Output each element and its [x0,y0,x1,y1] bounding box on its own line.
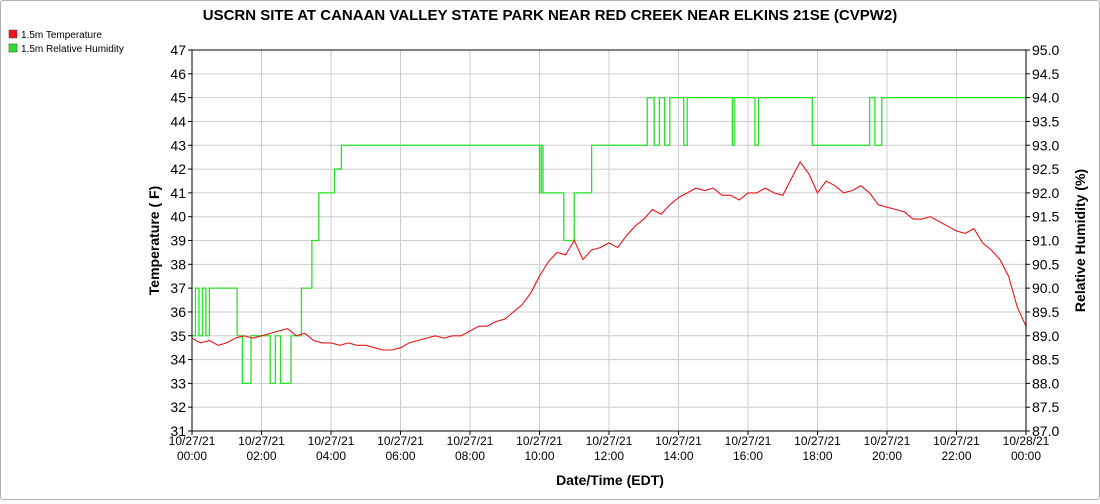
y-right-tick-label: 91.5 [1032,209,1059,225]
x-tick-label: 10/27/21 12:00 [586,434,633,463]
y-left-tick-label: 38 [170,256,186,272]
y-right-tick-label: 92.0 [1032,185,1059,201]
x-tick-labels: 10/27/21 00:00 10/27/21 02:00 10/27/21 04:00 1… [169,434,1050,463]
x-tick-label: 10/27/21 00:00 [169,434,216,463]
y-left-tick-labels: 31 32 33 34 35 36 37 38 39 40 41 42 43 44 45 46 47 [170,42,186,439]
y-left-tick-label: 44 [170,113,186,129]
y-left-tick-label: 31 [170,423,186,439]
y-left-tick-label: 33 [170,375,186,391]
y-left-tick-label: 41 [170,185,186,201]
plot-area-border [191,49,1027,432]
y-right-tick-label: 90.5 [1032,256,1059,272]
y-right-tick-label: 95.0 [1032,42,1059,58]
y-left-tick-label: 40 [170,209,186,225]
x-tick-label: 10/27/21 06:00 [377,434,424,463]
y-left-tick-label: 46 [170,66,186,82]
x-axis-label: Date/Time (EDT) [556,472,664,488]
y-right-tick-label: 91.0 [1032,233,1059,249]
y-right-tick-label: 87.0 [1032,423,1059,439]
y-axis-left-label: Temperature ( F) [146,186,162,295]
y-left-tick-label: 39 [170,233,186,249]
y-left-tick-label: 35 [170,328,186,344]
y-right-tick-label: 87.5 [1032,399,1059,415]
x-tick-label: 10/27/21 16:00 [725,434,772,463]
y-right-tick-label: 93.5 [1032,113,1059,129]
y-right-tick-label: 88.5 [1032,352,1059,368]
x-tick-label: 10/27/21 20:00 [864,434,911,463]
series-line-relative-humidity [192,96,1026,385]
y-left-tick-label: 42 [170,161,186,177]
x-tick-label: 10/27/21 02:00 [238,434,285,463]
legend-swatch-temperature [8,29,18,39]
y-left-tick-label: 43 [170,137,186,153]
series-line-temperature [191,160,1027,351]
x-tick-label: 10/27/21 18:00 [794,434,841,463]
y-left-tick-label: 36 [170,304,186,320]
x-tick-label: 10/27/21 10:00 [516,434,563,463]
y-right-tick-label: 93.0 [1032,137,1059,153]
series-group [191,96,1027,385]
y-right-tick-labels: 87.0 87.5 88.0 88.5 89.0 89.5 90.0 90.5 91.0 91.5… [1032,42,1059,439]
y-left-tick-label: 32 [170,399,186,415]
y-left-tick-label: 47 [170,42,186,58]
legend-label-temperature: 1.5m Temperature [21,30,102,41]
y-right-tick-label: 92.5 [1032,161,1059,177]
y-right-tick-label: 89.0 [1032,328,1059,344]
y-right-tick-label: 94.5 [1032,66,1059,82]
y-axis-right-label: Relative Humidity (%) [1072,169,1088,312]
y-right-tick-label: 89.5 [1032,304,1059,320]
y-left-tick-label: 45 [170,90,186,106]
x-tick-label: 10/27/21 04:00 [308,434,355,463]
legend-label-humidity: 1.5m Relative Humidity [21,44,124,55]
y-left-tick-label: 37 [170,280,186,296]
x-tick-label: 10/28/21 00:00 [1003,434,1050,463]
legend: 1.5m Temperature 1.5m Relative Humidity [8,29,124,55]
x-tick-label: 10/27/21 08:00 [447,434,494,463]
y-right-tick-label: 88.0 [1032,375,1059,391]
x-tick-label: 10/27/21 22:00 [933,434,980,463]
chart-title: USCRN SITE AT CANAAN VALLEY STATE PARK N… [203,7,898,24]
x-tick-label: 10/27/21 14:00 [655,434,702,463]
legend-swatch-humidity [8,43,18,53]
y-right-tick-label: 90.0 [1032,280,1059,296]
y-left-tick-label: 34 [170,352,186,368]
y-right-tick-label: 94.0 [1032,90,1059,106]
